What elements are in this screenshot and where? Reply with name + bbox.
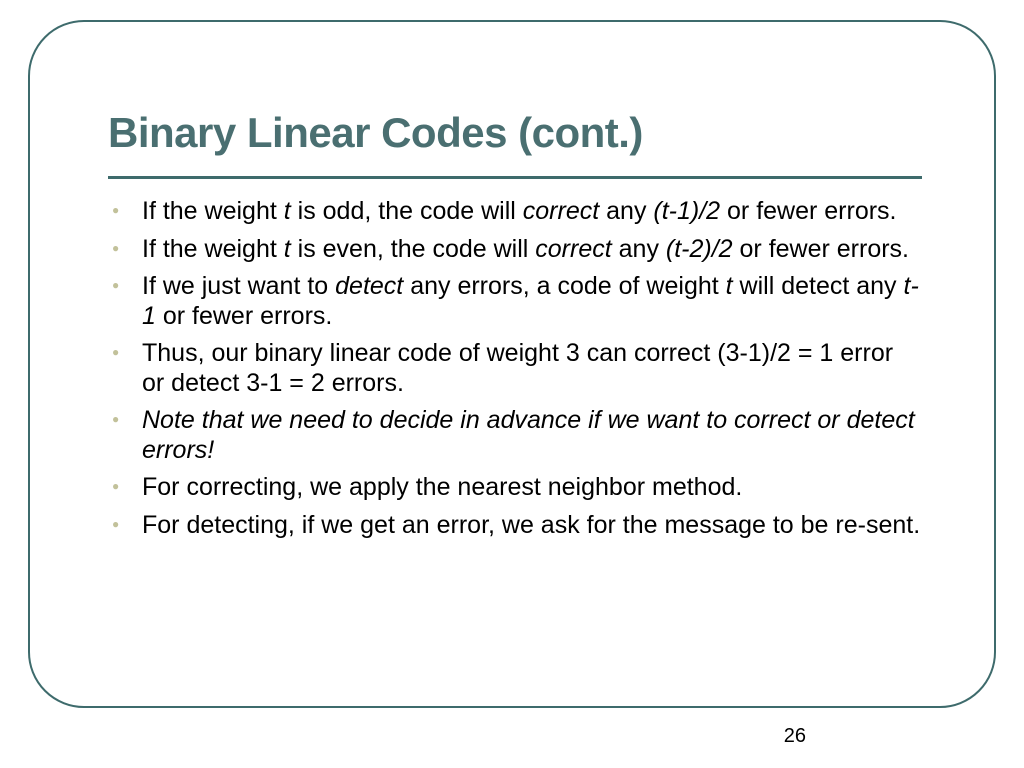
text-segment: is odd, the code will [291, 197, 523, 225]
text-segment: t [284, 197, 291, 225]
text-segment: correct [523, 197, 599, 225]
text-segment: (t-2)/2 [666, 235, 733, 263]
text-segment: Note that we need to decide in advance i… [142, 406, 915, 464]
text-segment: If we just want to [142, 272, 335, 300]
text-segment: If the weight [142, 235, 284, 263]
slide-title: Binary Linear Codes (cont.) [108, 110, 922, 162]
list-item: If the weight t is even, the code will c… [142, 235, 922, 265]
list-item: Note that we need to decide in advance i… [142, 406, 922, 465]
text-segment: or fewer errors. [733, 235, 909, 263]
text-segment: correct [535, 235, 611, 263]
text-segment: or fewer errors. [720, 197, 896, 225]
text-segment: t [726, 272, 733, 300]
title-underline [108, 176, 922, 179]
text-segment: (t-1)/2 [653, 197, 720, 225]
text-segment: t [284, 235, 291, 263]
list-item: Thus, our binary linear code of weight 3… [142, 339, 922, 398]
text-segment: is even, the code will [291, 235, 536, 263]
text-segment: or fewer errors. [156, 302, 332, 330]
text-segment: detect [335, 272, 403, 300]
text-segment: Thus, our binary linear code of weight 3… [142, 339, 893, 397]
text-segment: any [612, 235, 666, 263]
list-item: For detecting, if we get an error, we as… [142, 511, 922, 541]
page-number: 26 [784, 725, 806, 748]
list-item: For correcting, we apply the nearest nei… [142, 473, 922, 503]
text-segment: For correcting, we apply the nearest nei… [142, 473, 742, 501]
slide-content: Binary Linear Codes (cont.) If the weigh… [108, 110, 922, 548]
text-segment: any errors, a code of weight [403, 272, 725, 300]
slide-frame: Binary Linear Codes (cont.) If the weigh… [28, 20, 996, 708]
text-segment: any [599, 197, 653, 225]
text-segment: For detecting, if we get an error, we as… [142, 511, 920, 539]
list-item: If the weight t is odd, the code will co… [142, 197, 922, 227]
list-item: If we just want to detect any errors, a … [142, 272, 922, 331]
text-segment: If the weight [142, 197, 284, 225]
text-segment: will detect any [733, 272, 904, 300]
bullet-list: If the weight t is odd, the code will co… [108, 197, 922, 540]
